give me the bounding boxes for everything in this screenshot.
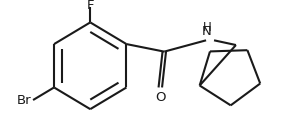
Text: Br: Br: [16, 94, 31, 107]
Text: H: H: [203, 21, 212, 34]
Text: F: F: [86, 0, 94, 12]
Text: N: N: [202, 25, 212, 38]
Text: O: O: [155, 91, 166, 104]
